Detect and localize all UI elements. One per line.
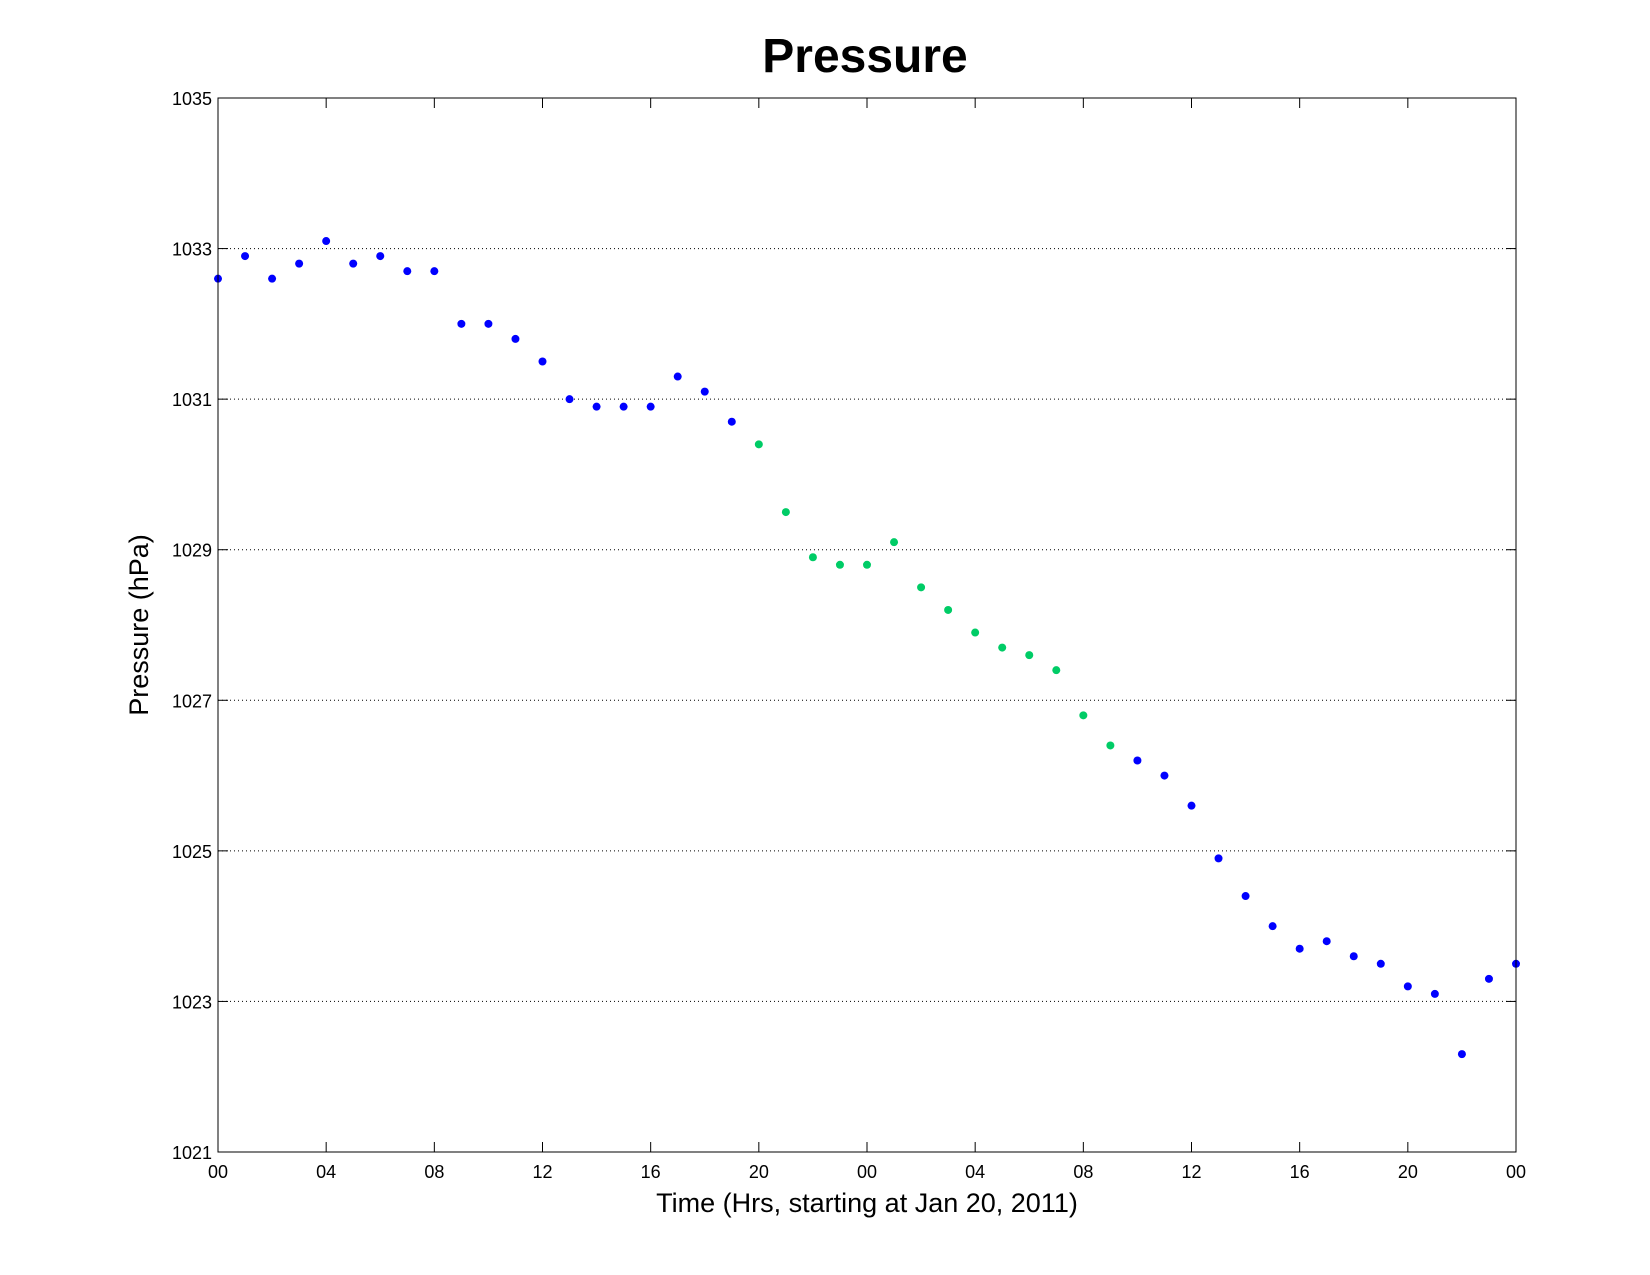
x-tick-label: 20 (749, 1162, 769, 1182)
data-point (1322, 937, 1331, 946)
data-point (295, 259, 304, 268)
data-point (808, 553, 817, 562)
data-point (1106, 741, 1115, 750)
data-point (1376, 959, 1385, 968)
data-point (565, 395, 574, 404)
x-tick-label: 00 (1506, 1162, 1526, 1182)
data-point (1052, 666, 1061, 675)
data-point (754, 440, 763, 449)
data-point (1268, 922, 1277, 931)
data-point (1133, 756, 1142, 765)
data-point (700, 387, 709, 396)
data-point (457, 319, 466, 328)
x-tick-label: 04 (965, 1162, 985, 1182)
x-tick-label: 12 (1181, 1162, 1201, 1182)
y-tick-label: 1025 (172, 842, 212, 862)
x-tick-label: 16 (1290, 1162, 1310, 1182)
data-point (1187, 801, 1196, 810)
data-point (1079, 711, 1088, 720)
x-tick-label: 04 (316, 1162, 336, 1182)
x-tick-label: 20 (1398, 1162, 1418, 1182)
data-point (863, 560, 871, 569)
y-tick-label: 1029 (172, 541, 212, 561)
data-point (835, 560, 844, 569)
data-point (673, 372, 682, 381)
data-point (241, 252, 250, 261)
data-point (403, 267, 412, 276)
data-point (538, 357, 547, 366)
data-point (1430, 989, 1439, 998)
x-tick-label: 12 (532, 1162, 552, 1182)
data-point (1241, 892, 1250, 901)
y-tick-label: 1021 (172, 1143, 212, 1163)
data-point (592, 402, 601, 411)
data-point (646, 402, 655, 411)
y-tick-label: 1031 (172, 390, 212, 410)
x-tick-label: 00 (857, 1162, 877, 1182)
data-point (890, 538, 899, 547)
data-point (1160, 771, 1169, 780)
data-point (619, 402, 628, 411)
plot-area-frame (217, 97, 1517, 1153)
data-point (322, 237, 331, 246)
data-point (971, 628, 980, 637)
data-point (511, 334, 520, 343)
data-point (1295, 944, 1304, 953)
data-point (917, 583, 926, 592)
data-point (1457, 1050, 1466, 1059)
y-tick-label: 1035 (172, 89, 212, 109)
data-point (268, 274, 277, 283)
y-axis-label: Pressure (hPa) (124, 534, 154, 716)
data-point (781, 508, 790, 517)
y-tick-label: 1023 (172, 992, 212, 1012)
data-point (349, 259, 358, 268)
data-point (1349, 952, 1358, 961)
data-point (484, 319, 493, 328)
data-point (727, 417, 736, 426)
x-tick-label: 08 (424, 1162, 444, 1182)
data-points (214, 237, 1520, 1059)
data-point (1484, 974, 1493, 983)
chart-title: Pressure (762, 30, 967, 83)
data-point (376, 252, 385, 261)
data-point (1403, 982, 1412, 991)
x-axis-label: Time (Hrs, starting at Jan 20, 2011) (656, 1188, 1078, 1218)
x-tick-label: 08 (1073, 1162, 1093, 1182)
axis-ticks: 1021 1023 1025 1027 1029 1031 1033 1035 00 04 08 12… (172, 89, 1526, 1182)
y-tick-label: 1033 (172, 240, 212, 260)
y-tick-label: 1027 (172, 691, 212, 711)
data-point (1025, 651, 1034, 660)
data-point (998, 643, 1007, 652)
data-point (1214, 854, 1223, 863)
data-point (944, 605, 953, 614)
x-tick-label: 00 (208, 1162, 228, 1182)
grid-lines (218, 248, 1516, 1002)
data-point (430, 267, 439, 276)
x-tick-label: 16 (641, 1162, 661, 1182)
